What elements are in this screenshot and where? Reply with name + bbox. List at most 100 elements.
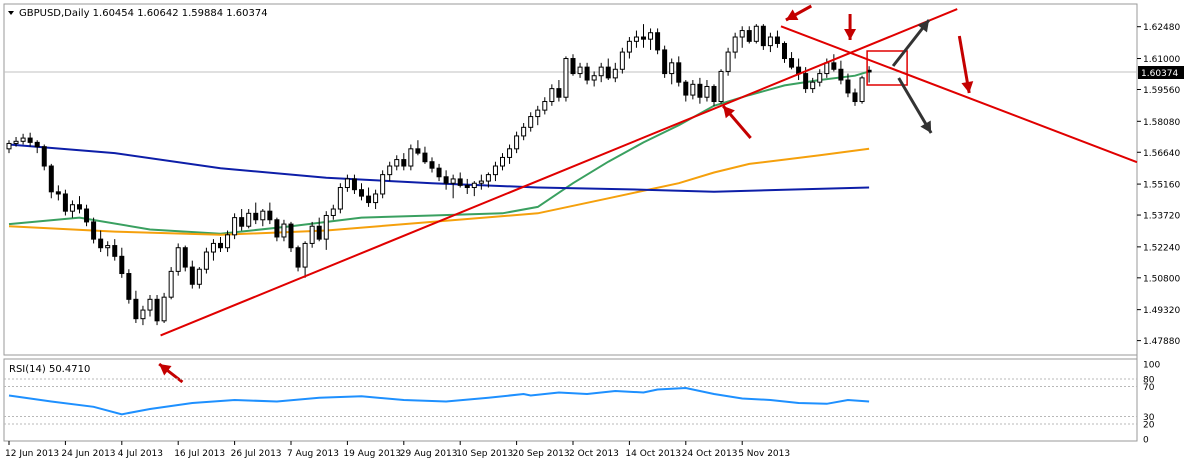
candle xyxy=(746,26,752,44)
candle-body-bull xyxy=(408,148,414,167)
candle-body-bear xyxy=(154,298,160,322)
ma-orange-line xyxy=(8,147,870,236)
candle xyxy=(514,131,520,154)
candle xyxy=(323,211,329,250)
candle-body-bear xyxy=(845,79,851,94)
candle xyxy=(6,140,12,154)
candle xyxy=(69,200,75,218)
candle-body-bull xyxy=(6,142,12,150)
candle-body-bull xyxy=(140,309,146,320)
candle-body-bull xyxy=(485,174,491,182)
arrow-red-low xyxy=(158,362,184,384)
candle-body-bull xyxy=(563,58,569,98)
candle-body-bull xyxy=(669,62,675,75)
candle-body-bull xyxy=(161,296,167,322)
candle xyxy=(189,260,195,289)
candle-body-bear xyxy=(415,148,421,154)
arrow-red-top xyxy=(785,4,813,22)
candle xyxy=(584,62,590,85)
candle-body-bear xyxy=(112,245,118,257)
candle-body-bear xyxy=(584,66,590,81)
candle xyxy=(344,174,350,192)
y-tick-label: 1.59560 xyxy=(1143,86,1180,96)
candle-body-bear xyxy=(436,167,442,178)
candle xyxy=(112,239,118,261)
falling-trendline[interactable] xyxy=(780,25,1138,164)
candle xyxy=(84,204,90,227)
candle-body-bear xyxy=(422,152,428,163)
candle xyxy=(20,133,26,145)
candle-body-bear xyxy=(556,88,562,98)
candle xyxy=(394,155,400,171)
x-tick-label: 16 Jul 2013 xyxy=(174,449,225,459)
candle xyxy=(633,30,639,48)
candle-body-bear xyxy=(570,58,576,75)
candle-body-bull xyxy=(373,193,379,204)
candle xyxy=(725,47,731,76)
candle-body-bull xyxy=(196,268,202,285)
candle xyxy=(408,144,414,171)
candle xyxy=(168,267,174,300)
candle-body-bear xyxy=(77,204,82,210)
candle xyxy=(669,58,675,85)
candle xyxy=(373,189,379,210)
candle-body-bear xyxy=(429,161,435,169)
candle-body-bull xyxy=(753,25,759,42)
candle-body-bull xyxy=(478,180,484,184)
candle-body-bull xyxy=(732,36,738,53)
y-tick-label: 1.47880 xyxy=(1143,337,1180,347)
candle-body-bull xyxy=(344,178,350,189)
candle xyxy=(436,163,442,182)
candle-body-bull xyxy=(633,36,639,42)
candle-body-bull xyxy=(337,187,343,210)
candle-body-bull xyxy=(542,101,548,111)
candle xyxy=(316,217,322,242)
candle xyxy=(690,80,696,100)
candle xyxy=(450,174,456,199)
candle-body-bear xyxy=(62,193,68,212)
candle xyxy=(274,217,280,242)
candle-body-bull xyxy=(260,210,266,221)
candle-body-bull xyxy=(225,234,231,249)
y-tick-label: 1.55160 xyxy=(1143,181,1180,191)
candle xyxy=(281,219,287,242)
candle xyxy=(422,146,428,164)
candle-body-bear xyxy=(697,83,703,98)
y-tick-label: 1.56640 xyxy=(1143,149,1180,159)
candle-body-bull xyxy=(175,247,181,272)
candle xyxy=(161,292,167,323)
candle-body-bull xyxy=(450,178,456,184)
candle-body-bull xyxy=(380,174,386,195)
candle xyxy=(570,54,576,76)
candle-body-bull xyxy=(20,137,26,142)
x-tick-label: 29 Aug 2013 xyxy=(400,449,458,459)
candle xyxy=(612,62,618,83)
candle-body-bear xyxy=(133,298,139,320)
candle xyxy=(13,137,19,147)
candle xyxy=(415,140,421,156)
candle xyxy=(563,56,569,102)
y-tick-label: 1.50800 xyxy=(1143,274,1180,284)
candle-body-bear xyxy=(401,159,407,167)
candle xyxy=(683,80,689,102)
symbol-header: GBPUSD,Daily 1.60454 1.60642 1.59884 1.6… xyxy=(19,8,268,19)
y-tick-label: 1.53720 xyxy=(1143,212,1180,222)
candle xyxy=(351,174,357,194)
candle-body-bull xyxy=(619,51,625,70)
breakout-box[interactable] xyxy=(866,50,908,86)
ma-blue-line xyxy=(8,143,870,193)
rising-trendline[interactable] xyxy=(160,8,958,337)
triangle-down-icon[interactable] xyxy=(8,11,14,15)
candle-body-bear xyxy=(760,25,766,47)
candle-body-bull xyxy=(810,81,816,90)
candle xyxy=(648,28,654,50)
candle xyxy=(542,97,548,115)
candle-body-bull xyxy=(210,242,216,253)
candle-body-bear xyxy=(683,81,689,96)
candle xyxy=(662,45,668,78)
candle-body-bear xyxy=(288,223,294,249)
candle xyxy=(789,52,795,70)
candle xyxy=(218,236,223,253)
candle xyxy=(210,239,216,261)
